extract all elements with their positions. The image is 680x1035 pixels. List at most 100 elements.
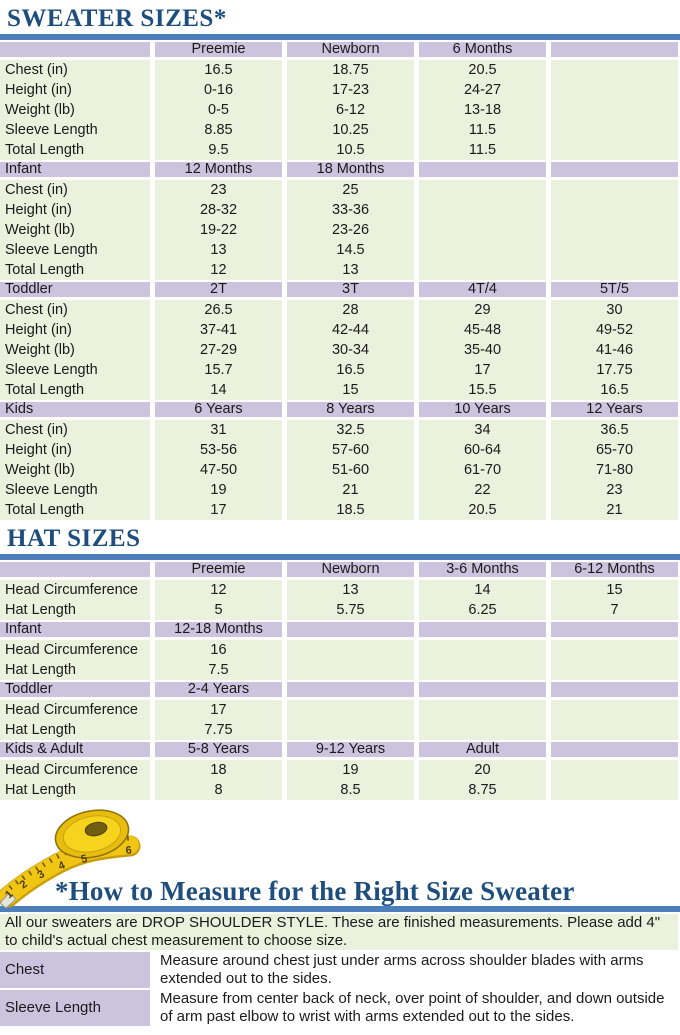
- measure-intro-text: All our sweaters are DROP SHOULDER STYLE…: [0, 914, 678, 950]
- column-header-cell: 6-12 Months: [551, 560, 678, 580]
- row-label-cell: Height (in): [0, 80, 150, 100]
- value-cell: 60-64: [419, 440, 546, 460]
- column-header-cell: [551, 740, 678, 760]
- data-row: Hat Length 7.75: [0, 720, 678, 740]
- value-cell: 36.5: [551, 420, 678, 440]
- value-cell: 19: [287, 760, 414, 780]
- column-header-cell: 12-18 Months: [155, 620, 282, 640]
- data-row: Head Circumference 12 13 14 15: [0, 580, 678, 600]
- tape-metal-tip: [0, 892, 17, 908]
- column-header-cell: [551, 680, 678, 700]
- measure-intro-row: All our sweaters are DROP SHOULDER STYLE…: [0, 914, 678, 950]
- value-cell: 31: [155, 420, 282, 440]
- hat-size-table: Preemie Newborn 3-6 Months 6-12 Months Head …: [0, 560, 680, 800]
- section-label-cell: Kids & Adult: [0, 740, 150, 760]
- row-label-cell: Weight (lb): [0, 460, 150, 480]
- data-row: Total Length 14 15 15.5 16.5: [0, 380, 678, 400]
- measure-row: Sleeve Length Measure from center back o…: [0, 990, 678, 1026]
- value-cell: 47-50: [155, 460, 282, 480]
- data-row: Head Circumference 16: [0, 640, 678, 660]
- column-header-cell: 9-12 Years: [287, 740, 414, 760]
- row-label-cell: Head Circumference: [0, 700, 150, 720]
- value-cell: 21: [287, 480, 414, 500]
- value-cell: 9.5: [155, 140, 282, 160]
- value-cell: 11.5: [419, 120, 546, 140]
- value-cell: 33-36: [287, 200, 414, 220]
- data-row: Weight (lb) 27-29 30-34 35-40 41-46: [0, 340, 678, 360]
- value-cell: [551, 220, 678, 240]
- data-row: Sleeve Length 15.7 16.5 17 17.75: [0, 360, 678, 380]
- value-cell: 22: [419, 480, 546, 500]
- value-cell: [551, 720, 678, 740]
- column-header-cell: 6 Years: [155, 400, 282, 420]
- how-to-measure-title: *How to Measure for the Right Size Sweat…: [55, 876, 575, 906]
- value-cell: 30: [551, 300, 678, 320]
- value-cell: 61-70: [419, 460, 546, 480]
- value-cell: 14.5: [287, 240, 414, 260]
- value-cell: 41-46: [551, 340, 678, 360]
- column-header-cell: 2-4 Years: [155, 680, 282, 700]
- row-label-cell: Sleeve Length: [0, 360, 150, 380]
- column-header-cell: Preemie: [155, 560, 282, 580]
- row-label-cell: Height (in): [0, 320, 150, 340]
- data-row: Height (in) 0-16 17-23 24-27: [0, 80, 678, 100]
- value-cell: 14: [155, 380, 282, 400]
- value-cell: 17-23: [287, 80, 414, 100]
- section-label-cell: [0, 560, 150, 580]
- value-cell: [551, 660, 678, 680]
- column-header-cell: 3T: [287, 280, 414, 300]
- value-cell: [551, 240, 678, 260]
- column-header-cell: Preemie: [155, 40, 282, 60]
- value-cell: 5: [155, 600, 282, 620]
- row-label-cell: Hat Length: [0, 720, 150, 740]
- value-cell: 71-80: [551, 460, 678, 480]
- column-header-cell: [287, 620, 414, 640]
- data-row: Chest (in) 31 32.5 34 36.5: [0, 420, 678, 440]
- value-cell: 13: [287, 260, 414, 280]
- column-header-cell: [551, 160, 678, 180]
- value-cell: 37-41: [155, 320, 282, 340]
- row-label-cell: Head Circumference: [0, 760, 150, 780]
- value-cell: 12: [155, 260, 282, 280]
- row-label-cell: Height (in): [0, 200, 150, 220]
- column-header-cell: 5T/5: [551, 280, 678, 300]
- value-cell: 23-26: [287, 220, 414, 240]
- value-cell: 8: [155, 780, 282, 800]
- value-cell: 13: [287, 580, 414, 600]
- value-cell: 34: [419, 420, 546, 440]
- value-cell: [287, 640, 414, 660]
- value-cell: [419, 660, 546, 680]
- row-label-cell: Hat Length: [0, 600, 150, 620]
- divider-bar: [0, 34, 680, 40]
- value-cell: 17: [419, 360, 546, 380]
- value-cell: 16.5: [155, 60, 282, 80]
- data-row: Sleeve Length 8.85 10.25 11.5: [0, 120, 678, 140]
- value-cell: [419, 640, 546, 660]
- row-label-cell: Hat Length: [0, 660, 150, 680]
- section-header-row: Preemie Newborn 3-6 Months 6-12 Months: [0, 560, 678, 580]
- data-row: Weight (lb) 19-22 23-26: [0, 220, 678, 240]
- value-cell: 7: [551, 600, 678, 620]
- column-header-cell: 4T/4: [419, 280, 546, 300]
- value-cell: [551, 260, 678, 280]
- value-cell: [419, 180, 546, 200]
- row-label-cell: Chest (in): [0, 180, 150, 200]
- value-cell: 16.5: [287, 360, 414, 380]
- value-cell: 30-34: [287, 340, 414, 360]
- column-header-cell: 6 Months: [419, 40, 546, 60]
- value-cell: 8.85: [155, 120, 282, 140]
- value-cell: [419, 720, 546, 740]
- row-label-cell: Weight (lb): [0, 220, 150, 240]
- value-cell: 17: [155, 700, 282, 720]
- column-header-cell: Newborn: [287, 560, 414, 580]
- value-cell: 15: [287, 380, 414, 400]
- value-cell: 23: [551, 480, 678, 500]
- value-cell: 17: [155, 500, 282, 520]
- value-cell: 6-12: [287, 100, 414, 120]
- measuring-tape-image: 1 2 3 4 5 6: [0, 809, 141, 908]
- value-cell: [419, 200, 546, 220]
- value-cell: 5.75: [287, 600, 414, 620]
- row-label-cell: Head Circumference: [0, 580, 150, 600]
- row-label-cell: Sleeve Length: [0, 120, 150, 140]
- sweater-sizes-title: SWEATER SIZES*: [7, 5, 227, 32]
